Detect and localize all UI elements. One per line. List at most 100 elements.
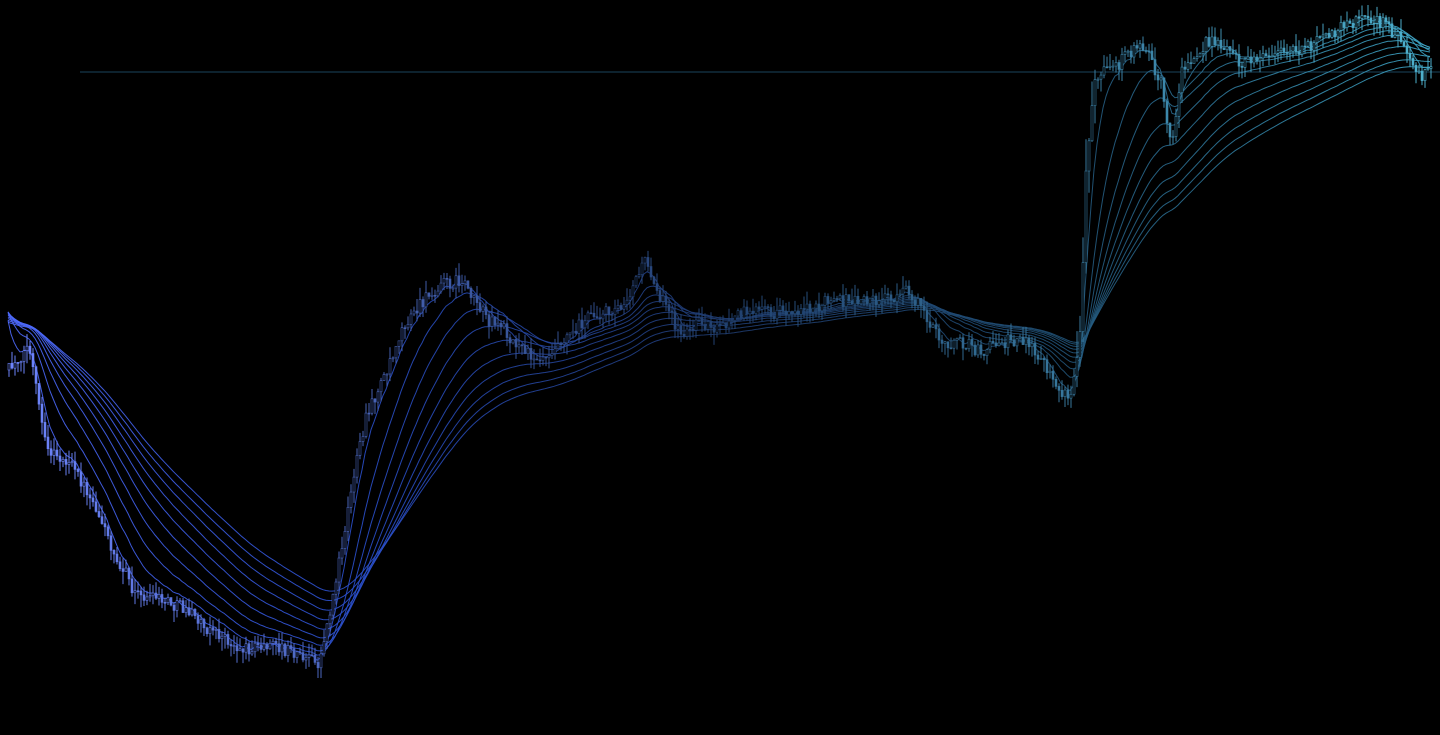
candle-body xyxy=(1216,39,1220,46)
candle-body xyxy=(1357,16,1361,19)
candle-body xyxy=(667,304,671,312)
candle-body xyxy=(94,501,98,512)
candle-body xyxy=(751,310,755,314)
candle-body xyxy=(628,296,632,301)
candle-body xyxy=(1126,50,1130,53)
candle-body xyxy=(718,323,722,326)
candle-body xyxy=(586,312,590,322)
candle-body xyxy=(76,469,80,472)
candle-body xyxy=(1129,50,1133,58)
candle-body xyxy=(1303,45,1307,48)
candle-body xyxy=(1267,55,1271,58)
candle-body xyxy=(1099,74,1103,80)
candle-body xyxy=(331,593,335,616)
candle-body xyxy=(136,590,140,593)
candle-body xyxy=(562,342,566,345)
candle-body xyxy=(1210,36,1214,47)
candle-body xyxy=(919,298,923,307)
candle-body xyxy=(85,481,89,496)
candle-body xyxy=(868,297,872,304)
candle-body xyxy=(571,330,575,334)
candle-body xyxy=(160,594,164,603)
candle-body xyxy=(1084,170,1088,263)
candle-body xyxy=(253,642,257,653)
candle-body xyxy=(1027,337,1031,348)
candle-body xyxy=(679,325,683,335)
candle-body xyxy=(943,341,947,344)
candle-body xyxy=(1081,262,1085,332)
candle-body xyxy=(1321,34,1325,38)
candle-body xyxy=(838,295,842,299)
candle-body xyxy=(646,257,650,267)
candle-body xyxy=(13,362,17,369)
candle-body xyxy=(511,338,515,344)
candle-body xyxy=(79,471,83,487)
candle-body xyxy=(1384,17,1388,23)
candle-body xyxy=(184,607,188,613)
candle-body xyxy=(103,523,107,528)
candle-body xyxy=(481,306,485,312)
candle-body xyxy=(673,311,677,330)
candle-body xyxy=(1240,65,1244,68)
candle-body xyxy=(580,319,584,329)
candle-body xyxy=(400,327,404,342)
candle-body xyxy=(40,403,44,423)
candle-body xyxy=(1147,50,1151,53)
candle-body xyxy=(907,285,911,295)
candle-body xyxy=(34,366,38,384)
candle-body xyxy=(1036,354,1040,360)
candle-body xyxy=(1270,55,1274,58)
candle-body xyxy=(940,339,944,344)
candle-body xyxy=(1087,140,1091,172)
candle-body xyxy=(556,343,560,350)
candle-body xyxy=(244,643,248,653)
candle-body xyxy=(157,594,161,599)
candle-body xyxy=(1054,378,1058,387)
candle-body xyxy=(322,641,326,655)
moving-average-line xyxy=(7,22,1431,656)
candle-body xyxy=(295,651,299,658)
candle-body xyxy=(1252,56,1256,64)
candle-body xyxy=(853,295,857,305)
candle-body xyxy=(550,353,554,356)
candle-body xyxy=(520,344,524,347)
candle-body xyxy=(1402,41,1406,47)
candle-body xyxy=(823,296,827,306)
candle-body xyxy=(928,321,932,328)
candle-body xyxy=(64,459,68,465)
candle-body xyxy=(415,310,419,314)
candle-body xyxy=(292,648,296,658)
candle-body xyxy=(1060,390,1064,397)
candle-body xyxy=(766,306,770,308)
candle-body xyxy=(808,303,812,313)
candle-body xyxy=(1003,342,1007,349)
candle-body xyxy=(1378,16,1382,28)
candle-body xyxy=(1231,50,1235,54)
candle-body xyxy=(235,645,239,652)
candle-body xyxy=(226,634,230,645)
candle-body xyxy=(121,568,125,572)
candle-body xyxy=(307,654,311,658)
candle-body xyxy=(988,341,992,350)
candle-body xyxy=(616,305,620,309)
candle-body xyxy=(1405,45,1409,54)
candle-body xyxy=(937,328,941,341)
candle-body xyxy=(757,306,761,310)
candle-body xyxy=(991,341,995,344)
candle-body xyxy=(745,306,749,315)
candle-body xyxy=(22,350,26,362)
candle-body xyxy=(1369,17,1373,24)
candle-body xyxy=(1114,62,1118,67)
candle-body xyxy=(886,293,890,296)
candle-body xyxy=(1375,16,1379,24)
candle-body xyxy=(139,590,143,596)
candle-body xyxy=(406,324,410,329)
moving-average-line xyxy=(7,46,1431,621)
candle-body xyxy=(964,347,968,350)
candle-body xyxy=(391,357,395,360)
candle-body xyxy=(997,342,1001,347)
candle-body xyxy=(187,607,191,616)
candle-body xyxy=(730,320,734,322)
candle-body xyxy=(835,298,839,300)
candle-body xyxy=(1255,56,1259,62)
